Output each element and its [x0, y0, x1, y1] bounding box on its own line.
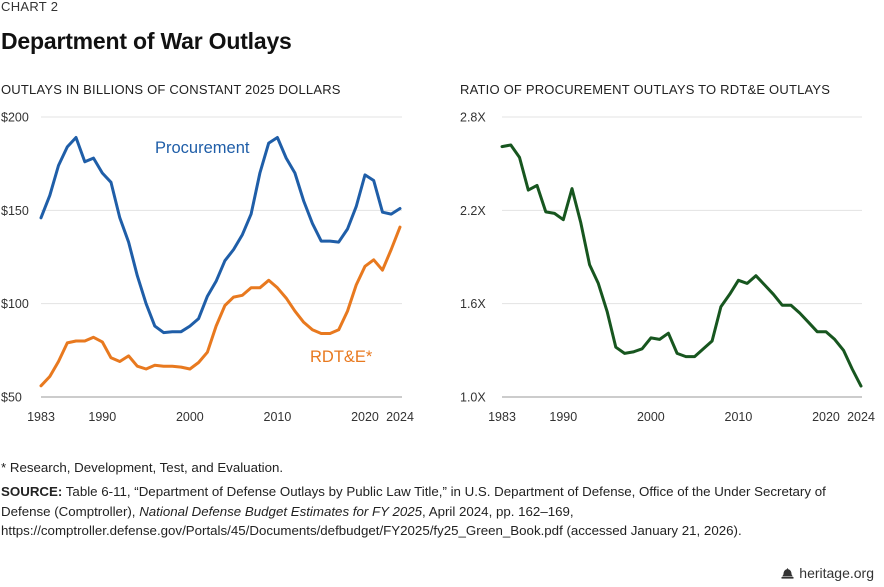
y-tick-label: $100: [1, 297, 29, 311]
series-line-procurement-to-rdt-e-ratio: [500, 143, 863, 388]
x-tick-label: 2010: [264, 410, 292, 424]
left-panel-title: OUTLAYS IN BILLIONS OF CONSTANT 2025 DOL…: [1, 82, 341, 97]
source-label: SOURCE:: [1, 484, 63, 499]
x-tick-label: 2010: [725, 410, 753, 424]
y-tick-label: $200: [1, 111, 29, 125]
liberty-bell-icon: [781, 568, 794, 579]
x-tick-label: 2020: [351, 410, 379, 424]
x-tick-label: 1983: [488, 410, 516, 424]
series-line-rdt-e: [39, 225, 402, 388]
chart-title: Department of War Outlays: [1, 28, 292, 54]
x-tick-label: 2020: [812, 410, 840, 424]
rdte-series-label: RDT&E*: [310, 348, 373, 366]
right-panel-title: RATIO OF PROCUREMENT OUTLAYS TO RDT&E OU…: [460, 82, 831, 97]
y-tick-label: 2.8X: [460, 111, 486, 125]
chart-number: CHART 2: [1, 0, 59, 14]
source-note: SOURCE: Table 6-11, “Department of Defen…: [1, 482, 873, 541]
x-tick-label: 1990: [549, 410, 577, 424]
procurement-series-label: Procurement: [155, 139, 250, 157]
x-tick-label: 2000: [176, 410, 204, 424]
y-tick-label: 2.2X: [460, 204, 486, 218]
source-text-1: Table 6-11, “Department of Defense Outla…: [1, 484, 826, 519]
x-tick-label: 2000: [637, 410, 665, 424]
y-tick-label: 1.0X: [460, 391, 486, 405]
y-tick-label: 1.6X: [460, 297, 486, 311]
source-publication: National Defense Budget Estimates for FY…: [139, 503, 423, 519]
x-tick-label: 2024: [386, 410, 414, 424]
brand-text: heritage.org: [799, 565, 874, 581]
brand[interactable]: heritage.org: [781, 565, 874, 581]
y-tick-label: $50: [1, 391, 22, 405]
x-tick-label: 2024: [847, 410, 875, 424]
footnote: * Research, Development, Test, and Evalu…: [1, 460, 284, 475]
charts-canvas: $200 $150 $100 $50 1983 1990 2000 2010 2020 2024 P…: [1, 111, 875, 425]
y-tick-label: $150: [1, 204, 29, 218]
series-line-procurement: [39, 136, 402, 335]
x-tick-label: 1983: [27, 410, 55, 424]
x-tick-label: 1990: [88, 410, 116, 424]
source-text-2: , April 2024, pp. 162–169, https://compt…: [1, 503, 742, 539]
